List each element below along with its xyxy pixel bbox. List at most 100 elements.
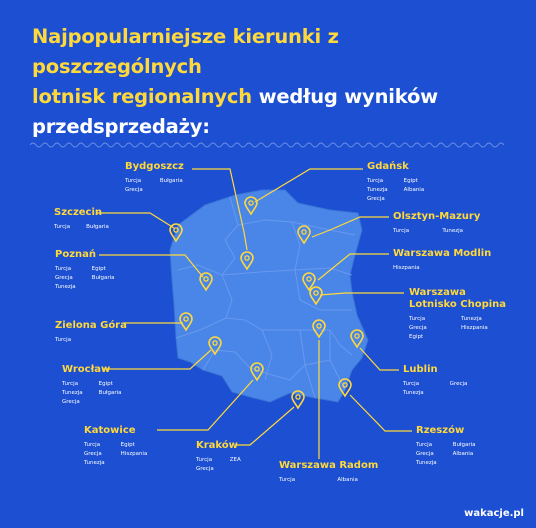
- airport-katowice: Katowice Turcja Egipt Grecja Hiszpania T…: [84, 425, 147, 467]
- destination: Bułgaria: [86, 224, 109, 230]
- headline-rest: według wyników: [258, 85, 439, 108]
- airport-lublin: Lublin Turcja Grecja Tunezja: [403, 364, 467, 397]
- location-pin-icon: [199, 272, 213, 292]
- destination: Tunezja: [367, 187, 388, 193]
- voivodeship-borders: [175, 196, 356, 399]
- destination: Turcja: [55, 337, 72, 343]
- connector-line: [103, 349, 212, 370]
- destination: Turcja: [403, 381, 420, 387]
- airport-name: Olsztyn-Mazury: [393, 211, 481, 222]
- headline-highlight: lotnisk regionalnych: [32, 85, 252, 108]
- connector-line: [157, 379, 254, 431]
- connector-line: [97, 212, 175, 229]
- airport-name: Warszawa Lotnisko Chopina: [409, 287, 507, 310]
- connector-line: [192, 168, 248, 251]
- connector-line: [311, 216, 389, 238]
- airport-name: Warszawa Radom: [279, 460, 379, 471]
- destination: Albania: [403, 187, 425, 193]
- location-pin-icon: [208, 336, 222, 356]
- headline-line3: przedsprzedaży:: [32, 115, 210, 138]
- destination: Tunezja: [461, 316, 482, 322]
- headline-line1: Najpopularniejsze kierunki z poszczególn…: [32, 25, 339, 78]
- location-pin-icon: [179, 312, 193, 332]
- airport-warszawa-chopin: Warszawa Lotnisko Chopina Turcja Tunezja…: [409, 287, 506, 341]
- destination: Turcja: [62, 381, 79, 387]
- location-pin-icon: [302, 272, 316, 292]
- destination: Turcja: [279, 477, 296, 483]
- destination: Turcja: [393, 228, 410, 234]
- destination: Grecja: [55, 275, 73, 281]
- airport-olsztyn-mazury: Olsztyn-Mazury Turcja Tunezja: [393, 211, 480, 235]
- connector-lines: [97, 168, 412, 459]
- destination: Albania: [337, 477, 358, 483]
- airport-warszawa-modlin: Warszawa Modlin Hiszpania: [393, 248, 491, 272]
- destination: Egipt: [120, 442, 135, 448]
- wave-divider: [30, 142, 505, 148]
- destination: Egipt: [91, 266, 106, 272]
- location-pins: [169, 196, 364, 410]
- location-pin-icon: [350, 329, 364, 349]
- destination: Turcja: [409, 316, 426, 322]
- destination: Turcja: [55, 266, 72, 272]
- destination: Egipt: [409, 334, 424, 340]
- location-pin-icon: [309, 286, 323, 306]
- airport-name: Wrocław: [62, 364, 111, 375]
- airport-szczecin: Szczecin Turcja Bułgaria: [54, 207, 109, 231]
- destination: Hiszpania: [393, 265, 420, 271]
- destination: Tunezja: [403, 390, 424, 396]
- location-pin-icon: [338, 378, 352, 398]
- airport-wroclaw: Wrocław Turcja Egipt Tunezja Bułgaria Gr…: [62, 364, 122, 406]
- connector-line: [254, 168, 363, 203]
- destination: ZEA: [229, 457, 241, 463]
- connector-line: [317, 253, 389, 281]
- airport-poznan: Poznań Turcja Egipt Grecja Bułgaria Tune…: [55, 249, 115, 291]
- destination: Hiszpania: [461, 325, 488, 331]
- airport-name: Rzeszów: [416, 425, 465, 436]
- airport-rzeszow: Rzeszów Turcja Bułgaria Grecja Albania T…: [416, 425, 476, 467]
- brand-logo: wakacje.pl: [464, 508, 524, 519]
- destination: Turcja: [196, 457, 213, 463]
- destination: Hiszpania: [120, 451, 148, 457]
- destination: Grecja: [449, 381, 468, 387]
- destination: Grecja: [62, 399, 80, 405]
- destination: Turcja: [416, 442, 433, 448]
- airport-zielona-gora: Zielona Góra Turcja: [55, 320, 127, 344]
- connector-line: [99, 254, 204, 278]
- destination: Grecja: [84, 451, 102, 457]
- airport-name: Gdańsk: [367, 161, 409, 172]
- destination: Grecja: [367, 196, 385, 202]
- destination: Grecja: [409, 325, 427, 331]
- destination: Albania: [452, 451, 474, 457]
- airport-name: Warszawa Modlin: [393, 248, 492, 259]
- destination: Tunezja: [55, 284, 76, 290]
- destination: Tunezja: [442, 228, 464, 234]
- connector-line: [359, 347, 399, 371]
- connector-line: [349, 394, 412, 432]
- airport-krakow: Kraków Turcja ZEA Grecja: [196, 440, 241, 473]
- airport-name: Szczecin: [54, 207, 103, 218]
- location-pin-icon: [169, 223, 183, 243]
- destination: Bułgaria: [452, 442, 476, 448]
- destination: Turcja: [84, 442, 101, 448]
- destination: Turcja: [54, 224, 71, 230]
- headline: Najpopularniejsze kierunki z poszczególn…: [32, 22, 512, 142]
- airport-name: Zielona Góra: [55, 320, 127, 331]
- destination: Grecja: [125, 187, 143, 193]
- destination: Egipt: [98, 381, 113, 387]
- destination: Tunezja: [84, 460, 105, 466]
- destination: Turcja: [125, 178, 142, 184]
- airport-bydgoszcz: Bydgoszcz Turcja Bułgaria Grecja: [125, 161, 184, 194]
- destination: Turcja: [367, 178, 384, 184]
- destination: Bułgaria: [98, 390, 122, 396]
- location-pin-icon: [240, 251, 254, 271]
- location-pin-icon: [244, 196, 258, 216]
- connector-line: [319, 292, 404, 296]
- connector-line: [236, 406, 295, 446]
- airport-name: Poznań: [55, 249, 97, 260]
- airport-name: Katowice: [84, 425, 136, 436]
- destination: Bułgaria: [91, 275, 115, 281]
- destination: Tunezja: [62, 390, 83, 396]
- location-pin-icon: [291, 390, 305, 410]
